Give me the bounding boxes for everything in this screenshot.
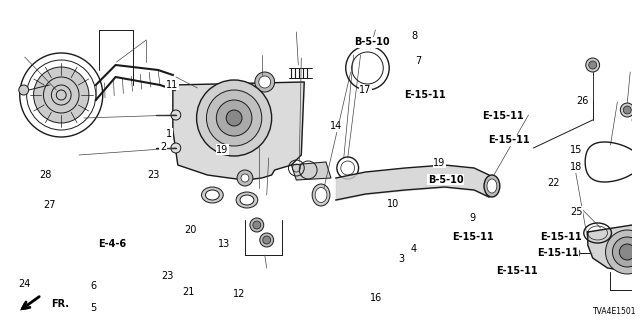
Circle shape bbox=[259, 76, 271, 88]
Circle shape bbox=[586, 58, 600, 72]
Circle shape bbox=[171, 143, 180, 153]
Text: 20: 20 bbox=[185, 225, 197, 235]
Text: 3: 3 bbox=[398, 253, 404, 264]
Text: 18: 18 bbox=[570, 162, 582, 172]
Ellipse shape bbox=[236, 192, 258, 208]
Circle shape bbox=[253, 221, 260, 229]
Text: 6: 6 bbox=[90, 281, 97, 291]
Circle shape bbox=[196, 80, 271, 156]
Text: E-4-6: E-4-6 bbox=[99, 239, 127, 249]
Text: 10: 10 bbox=[387, 199, 399, 209]
Text: 23: 23 bbox=[161, 271, 173, 281]
Circle shape bbox=[632, 115, 640, 125]
Text: E-15-11: E-15-11 bbox=[482, 111, 524, 121]
Text: 27: 27 bbox=[43, 200, 56, 210]
Circle shape bbox=[263, 236, 271, 244]
Ellipse shape bbox=[312, 184, 330, 206]
Text: E-15-11: E-15-11 bbox=[488, 135, 530, 145]
Text: 2: 2 bbox=[160, 141, 166, 152]
Text: 28: 28 bbox=[39, 170, 52, 180]
Text: E-15-11: E-15-11 bbox=[404, 90, 445, 100]
Text: E-15-11: E-15-11 bbox=[497, 266, 538, 276]
Text: E-15-11: E-15-11 bbox=[541, 232, 582, 243]
Circle shape bbox=[589, 61, 596, 69]
Text: 4: 4 bbox=[411, 244, 417, 254]
Circle shape bbox=[570, 248, 580, 258]
Text: 26: 26 bbox=[577, 96, 589, 106]
Text: 9: 9 bbox=[470, 213, 476, 223]
Text: 16: 16 bbox=[370, 292, 382, 303]
Text: 19: 19 bbox=[216, 145, 228, 155]
Text: 5: 5 bbox=[90, 303, 97, 313]
Circle shape bbox=[623, 106, 631, 114]
Text: 25: 25 bbox=[570, 207, 583, 217]
Ellipse shape bbox=[487, 179, 497, 193]
Circle shape bbox=[237, 170, 253, 186]
Circle shape bbox=[250, 218, 264, 232]
Text: 12: 12 bbox=[233, 289, 245, 300]
Text: 24: 24 bbox=[18, 279, 30, 289]
Text: 8: 8 bbox=[411, 31, 417, 41]
Circle shape bbox=[260, 233, 274, 247]
Circle shape bbox=[612, 237, 640, 267]
Text: 7: 7 bbox=[415, 56, 422, 67]
Text: TVA4E1501: TVA4E1501 bbox=[593, 308, 636, 316]
Polygon shape bbox=[291, 162, 331, 180]
Polygon shape bbox=[173, 82, 304, 180]
Ellipse shape bbox=[202, 187, 223, 203]
Circle shape bbox=[620, 244, 635, 260]
Circle shape bbox=[605, 230, 640, 274]
Ellipse shape bbox=[240, 195, 254, 205]
Text: 13: 13 bbox=[218, 239, 230, 249]
Circle shape bbox=[241, 174, 249, 182]
Circle shape bbox=[226, 110, 242, 126]
Text: 14: 14 bbox=[330, 121, 342, 132]
Text: E-15-11: E-15-11 bbox=[452, 232, 493, 243]
Circle shape bbox=[216, 100, 252, 136]
Text: 15: 15 bbox=[570, 145, 583, 155]
Ellipse shape bbox=[205, 190, 220, 200]
Circle shape bbox=[171, 110, 180, 120]
Text: 11: 11 bbox=[166, 80, 178, 90]
Circle shape bbox=[207, 90, 262, 146]
Text: 23: 23 bbox=[147, 170, 159, 180]
Circle shape bbox=[33, 67, 89, 123]
Ellipse shape bbox=[484, 175, 500, 197]
Circle shape bbox=[620, 103, 634, 117]
Text: 21: 21 bbox=[182, 287, 195, 297]
Text: 17: 17 bbox=[359, 85, 372, 95]
Text: B-5-10: B-5-10 bbox=[428, 175, 463, 185]
Text: 19: 19 bbox=[433, 157, 445, 168]
Polygon shape bbox=[588, 225, 640, 272]
Text: 1: 1 bbox=[166, 129, 173, 139]
Text: 22: 22 bbox=[547, 178, 559, 188]
Circle shape bbox=[255, 72, 275, 92]
Text: E-15-11: E-15-11 bbox=[537, 248, 579, 259]
Circle shape bbox=[19, 85, 29, 95]
Ellipse shape bbox=[315, 188, 327, 203]
Text: FR.: FR. bbox=[51, 299, 69, 309]
Text: B-5-10: B-5-10 bbox=[354, 37, 390, 47]
